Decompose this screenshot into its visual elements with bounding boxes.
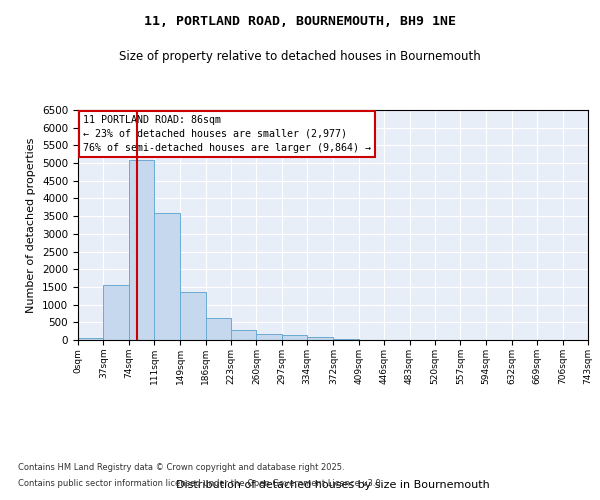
Bar [231,330,256,340]
Text: Size of property relative to detached houses in Bournemouth: Size of property relative to detached ho… [119,50,481,63]
Bar [206,318,231,340]
Text: 11, PORTLAND ROAD, BOURNEMOUTH, BH9 1NE: 11, PORTLAND ROAD, BOURNEMOUTH, BH9 1NE [144,15,456,28]
Text: Contains public sector information licensed under the Open Government Licence v3: Contains public sector information licen… [18,478,383,488]
Bar [307,337,334,340]
Bar [103,285,129,340]
Bar [129,160,154,340]
Bar [256,334,282,340]
Bar [78,338,103,340]
Text: Contains HM Land Registry data © Crown copyright and database right 2025.: Contains HM Land Registry data © Crown c… [18,464,344,472]
Y-axis label: Number of detached properties: Number of detached properties [26,138,37,312]
Bar [154,212,180,340]
Bar [180,292,206,340]
Text: 11 PORTLAND ROAD: 86sqm
← 23% of detached houses are smaller (2,977)
76% of semi: 11 PORTLAND ROAD: 86sqm ← 23% of detache… [83,114,371,152]
Bar [282,336,307,340]
Text: Distribution of detached houses by size in Bournemouth: Distribution of detached houses by size … [176,480,490,490]
